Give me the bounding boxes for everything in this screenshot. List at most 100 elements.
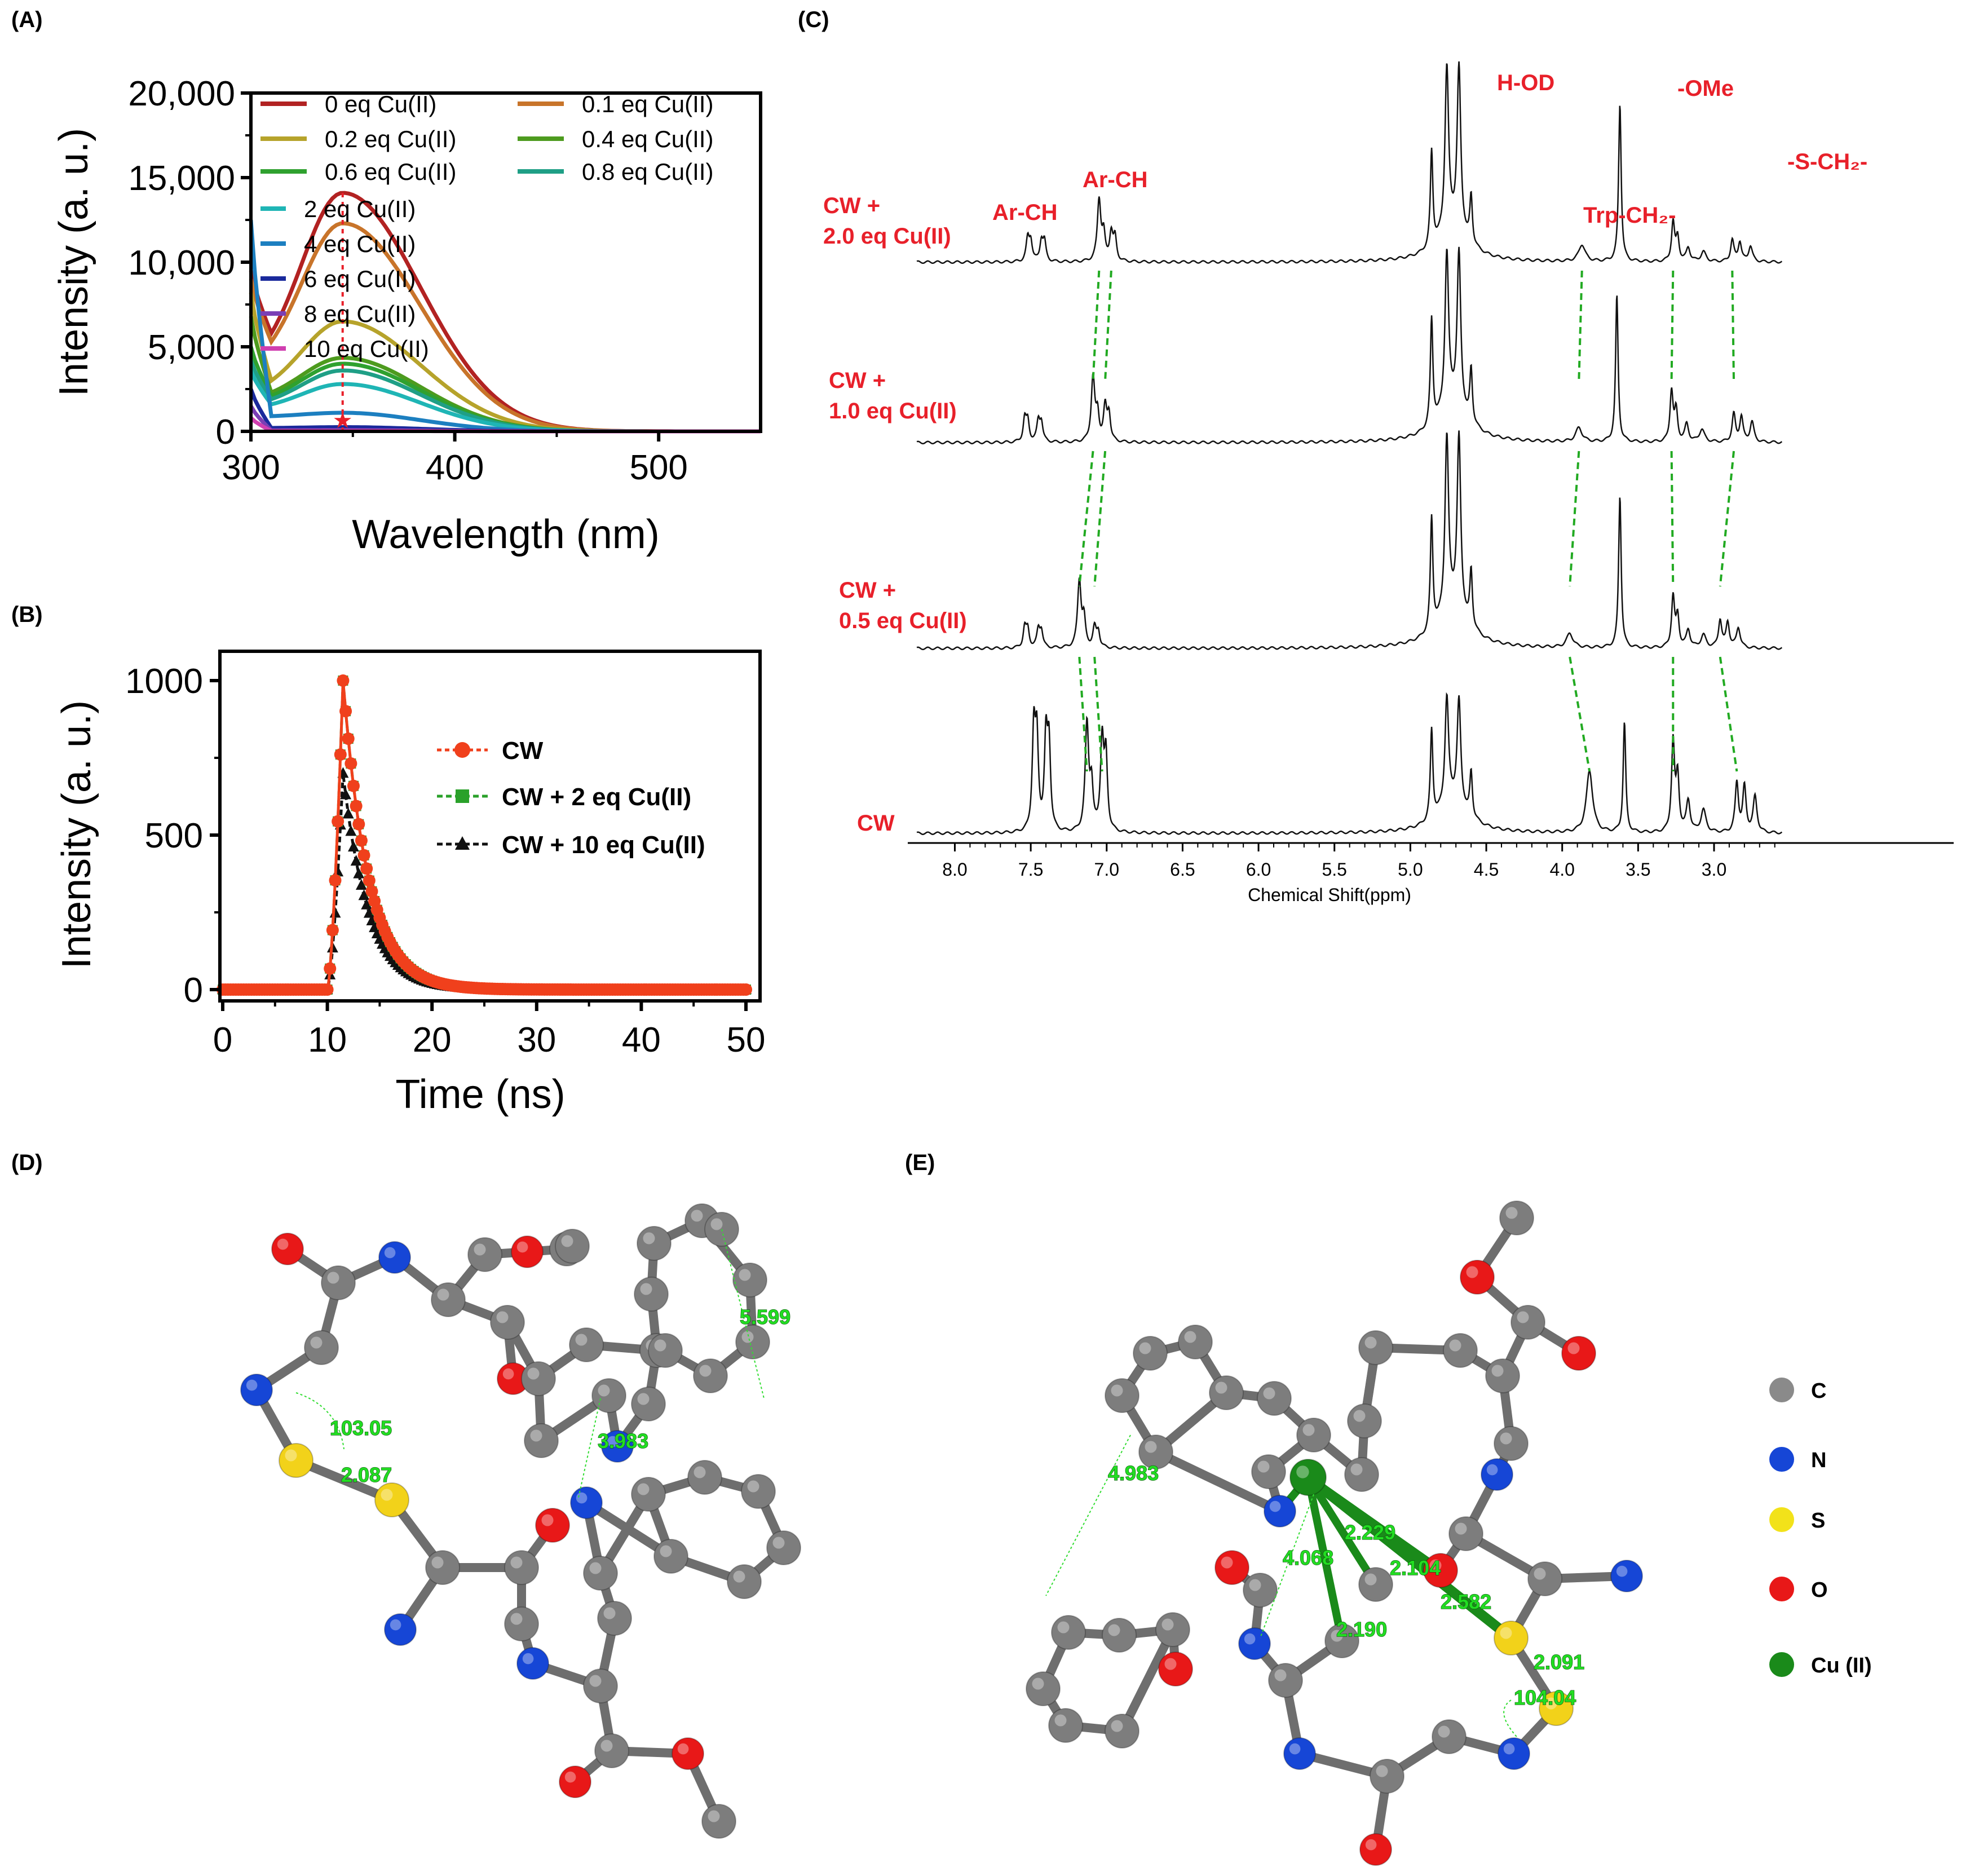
panel-b-point bbox=[326, 924, 339, 937]
panel-d-atom-c bbox=[425, 1550, 460, 1585]
peak-label-h-od: H-OD bbox=[1497, 70, 1554, 95]
panel-e-atom-c bbox=[1527, 1561, 1562, 1596]
panel-b-legend-label: CW + 10 eq Cu(II) bbox=[502, 831, 705, 859]
measure-e-angle: 104.04 bbox=[1514, 1686, 1576, 1709]
panel-a-legend-label: 0.6 eq Cu(II) bbox=[325, 158, 456, 185]
panel-d-atom-c bbox=[431, 1282, 466, 1317]
panel-b-point bbox=[365, 885, 378, 898]
panel-a-xlabel: Wavelength (nm) bbox=[352, 512, 660, 557]
panel-d-atom-c bbox=[637, 1226, 672, 1261]
panel-d-atom-n bbox=[516, 1647, 549, 1680]
panel-d-atom-c bbox=[304, 1330, 339, 1365]
panel-e-atom-c bbox=[1358, 1567, 1393, 1602]
panel-d-atom-c bbox=[583, 1668, 618, 1703]
peak-label-trp-ch2: Trp-CH₂- bbox=[1583, 203, 1676, 228]
panel-a-xtick: 400 bbox=[426, 448, 484, 487]
panel-b-ytick: 1000 bbox=[125, 662, 203, 701]
spectrum-label-05eq-line2: 0.5 eq Cu(II) bbox=[839, 608, 967, 633]
panel-d-atom-c bbox=[693, 1358, 728, 1393]
panel-b-xlabel: Time (ns) bbox=[395, 1072, 565, 1117]
peak-label-ome: -OMe bbox=[1677, 76, 1734, 101]
panel-e-atom-c bbox=[1051, 1615, 1086, 1650]
panel-a-legend-label: 8 eq Cu(II) bbox=[304, 301, 416, 327]
panel-e-atom-n bbox=[1283, 1737, 1316, 1770]
panel-b-point bbox=[347, 779, 360, 792]
panel-d-atom-c bbox=[594, 1733, 629, 1768]
panel-b-point bbox=[342, 807, 354, 819]
panel-b-point bbox=[329, 907, 341, 918]
panel-e-atom-c bbox=[1347, 1403, 1382, 1438]
panel-a-ytick: 10,000 bbox=[128, 244, 235, 282]
panel-b-point bbox=[348, 841, 359, 852]
panel-d-structure: 103.05 2.087 3.983 5.599 bbox=[240, 1203, 801, 1839]
panel-label-d: (D) bbox=[11, 1150, 43, 1175]
panel-d-atom-o bbox=[535, 1508, 570, 1543]
panel-a-legend-label: 2 eq Cu(II) bbox=[304, 196, 416, 222]
panel-d-atom-c bbox=[504, 1606, 539, 1641]
panel-c-tick: 5.0 bbox=[1398, 859, 1423, 880]
panel-c-spectrum-1 bbox=[916, 246, 1783, 445]
panel-d-atom-o bbox=[672, 1737, 704, 1770]
panel-d-atom-c bbox=[490, 1305, 525, 1340]
panel-a-legend-label: 0.8 eq Cu(II) bbox=[582, 158, 713, 185]
panel-d-atom-c bbox=[648, 1333, 683, 1368]
measure-e-cu-n2: 2.190 bbox=[1336, 1618, 1387, 1641]
panel-label-c: (C) bbox=[798, 7, 829, 32]
panel-e-atom-n bbox=[1481, 1458, 1513, 1491]
panel-label-b: (B) bbox=[11, 602, 43, 627]
panel-a-legend-label: 0.2 eq Cu(II) bbox=[325, 126, 456, 152]
atom-key-swatch bbox=[1769, 1447, 1794, 1472]
panel-a-peak-star: ★ bbox=[333, 408, 353, 434]
panel-b-legend-label: CW + 2 eq Cu(II) bbox=[502, 783, 691, 811]
panel-d-atom-c bbox=[524, 1423, 559, 1458]
spectrum-label-05eq-line1: CW + bbox=[839, 578, 896, 603]
panel-b-point bbox=[345, 825, 357, 836]
panel-b-point bbox=[357, 849, 370, 862]
panel-c-tick: 8.0 bbox=[942, 859, 967, 880]
panel-e-atom-n bbox=[1264, 1495, 1296, 1528]
panel-c-tick: 4.0 bbox=[1549, 859, 1574, 880]
panel-c-tick: 7.0 bbox=[1094, 859, 1119, 880]
panel-e-atom-c bbox=[1510, 1305, 1545, 1340]
panel-e-atom-c bbox=[1443, 1333, 1478, 1368]
panel-c-tick: 3.5 bbox=[1626, 859, 1650, 880]
spectrum-label-1eq-line2: 1.0 eq Cu(II) bbox=[829, 399, 957, 423]
peak-star-icon: ★ bbox=[333, 408, 353, 434]
panel-c-spectra bbox=[916, 61, 1783, 835]
panel-b-legend-marker bbox=[455, 836, 470, 850]
panel-e-atom-c bbox=[1257, 1381, 1292, 1416]
panel-b-point bbox=[350, 800, 363, 813]
panel-b-xtick: 50 bbox=[727, 1021, 766, 1060]
panel-e-atom-c bbox=[1048, 1708, 1083, 1743]
panel-b-frame bbox=[218, 650, 762, 1003]
panel-d-atom-c bbox=[732, 1263, 767, 1297]
panel-c-spectrum-3 bbox=[916, 692, 1783, 835]
panel-d-atom-c bbox=[653, 1539, 688, 1574]
panel-e-atom-n bbox=[1610, 1560, 1643, 1592]
panel-e-atom-cu bbox=[1289, 1459, 1327, 1496]
panel-b-point bbox=[352, 818, 365, 831]
panel-c-tick: 5.5 bbox=[1322, 859, 1346, 880]
panel-c-tick: 3.0 bbox=[1702, 859, 1726, 880]
panel-b-point bbox=[344, 757, 357, 770]
panel-e-atom-c bbox=[1344, 1457, 1379, 1492]
panel-e-atom-c bbox=[1358, 1330, 1393, 1365]
panel-b-xtick: 30 bbox=[517, 1021, 556, 1060]
panel-c-guide-lines bbox=[1078, 270, 1738, 772]
panel-a-ylabel: Intensity (a. u.) bbox=[51, 128, 96, 396]
panel-e-atom-s bbox=[1539, 1691, 1574, 1726]
panel-e-atom-n bbox=[1238, 1627, 1271, 1660]
spectrum-label-1eq-line1: CW + bbox=[829, 368, 886, 393]
panel-b-point bbox=[321, 983, 334, 996]
panel-c-spectrum-0 bbox=[916, 61, 1783, 264]
panel-c-tick: 4.5 bbox=[1474, 859, 1499, 880]
panel-e-atom-n bbox=[1498, 1737, 1530, 1770]
panel-e-atom-c bbox=[1102, 1618, 1137, 1653]
panel-c-tick: 6.0 bbox=[1246, 859, 1271, 880]
panel-b-point bbox=[350, 855, 362, 866]
atom-key-swatch bbox=[1769, 1652, 1794, 1677]
panel-e-atom-c bbox=[1494, 1426, 1529, 1461]
panel-d-atom-o bbox=[271, 1233, 304, 1265]
panel-a-xtick: 500 bbox=[629, 448, 687, 487]
